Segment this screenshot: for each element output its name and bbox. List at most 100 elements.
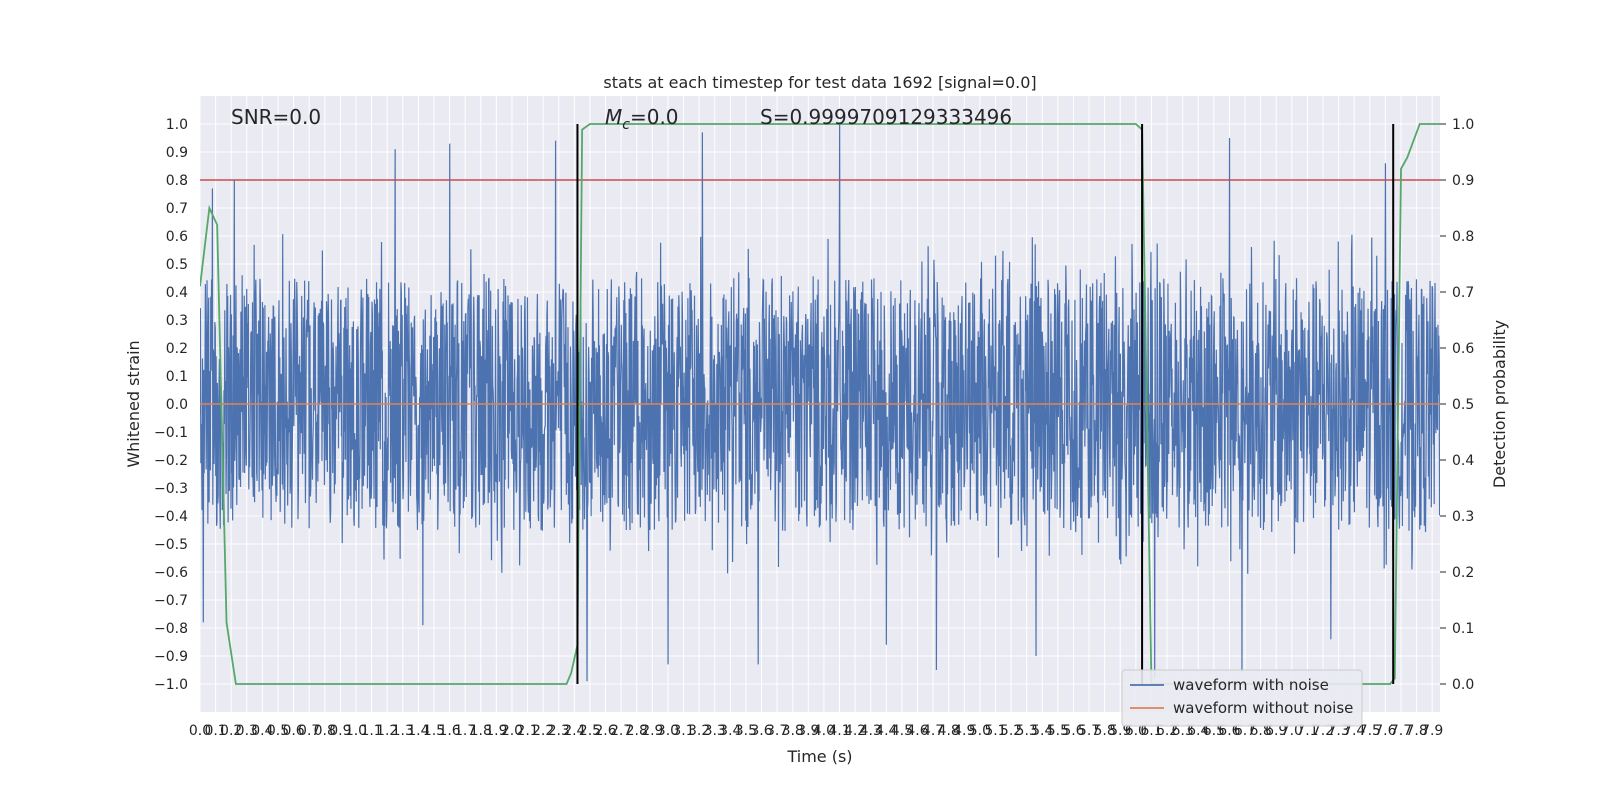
x-tick-label: 0.1	[204, 723, 226, 739]
y-tick-label-left: −0.1	[154, 425, 188, 441]
chirp-mass-symbol: M	[605, 105, 622, 129]
x-tick-label: 4.9	[953, 723, 975, 739]
x-tick-label: 7.0	[1281, 723, 1303, 739]
chart-title: stats at each timestep for test data 169…	[603, 73, 1036, 92]
y-tick-label-left: −0.3	[154, 481, 188, 497]
x-tick-label: 6.4	[1187, 723, 1209, 739]
x-tick-label: 2.8	[626, 723, 648, 739]
y-tick-labels-right: 0.0 0.1 0.2 0.3 0.4 0.5 0.6 0.7 0.8 0.9 1.0	[1440, 117, 1474, 693]
x-tick-label: 3.2	[688, 723, 710, 739]
x-tick-label: 1.7	[454, 723, 476, 739]
y-tick-label-left: −0.5	[154, 537, 188, 553]
series-detection-probability	[200, 123, 1440, 685]
x-tick-label: 0.4	[251, 723, 273, 739]
x-tick-label: 3.1	[672, 723, 694, 739]
y-tick-label-right: 0.7	[1452, 285, 1474, 301]
event-lines	[576, 124, 1395, 684]
x-tick-label: 0.0	[189, 723, 211, 739]
x-tick-label: 6.9	[1265, 723, 1287, 739]
x-tick-label: 1.1	[360, 723, 382, 739]
y-tick-label-left: 0.9	[166, 145, 188, 161]
x-tick-label: 6.7	[1234, 723, 1256, 739]
y-tick-label-left: 0.4	[166, 285, 188, 301]
legend: waveform with noise waveform without noi…	[1121, 669, 1363, 727]
y-tick-label-left: −1.0	[154, 677, 188, 693]
x-tick-label: 0.6	[282, 723, 304, 739]
x-tick-label: 3.0	[657, 723, 679, 739]
x-tick-label: 6.0	[1125, 723, 1147, 739]
x-tick-label: 0.2	[220, 723, 242, 739]
x-tick-label: 0.5	[267, 723, 289, 739]
x-tick-label: 3.5	[735, 723, 757, 739]
y-tick-label-right: 0.8	[1452, 229, 1474, 245]
x-tick-label: 6.1	[1140, 723, 1162, 739]
x-tick-label: 7.7	[1390, 723, 1412, 739]
x-tick-label: 1.0	[345, 723, 367, 739]
chirp-mass-subscript: c	[622, 117, 630, 133]
y-tick-label-right: 1.0	[1452, 117, 1474, 133]
y-tick-label-left: −0.6	[154, 565, 188, 581]
x-tick-label: 7.2	[1312, 723, 1334, 739]
x-tick-label: 0.3	[236, 723, 258, 739]
y-axis-label-right: Detection probability	[1490, 320, 1509, 488]
y-tick-label-right: 0.6	[1452, 341, 1474, 357]
s-annotation: S=0.9999709129333496	[760, 105, 1012, 129]
x-tick-label: 6.3	[1172, 723, 1194, 739]
legend-box	[1121, 669, 1363, 727]
x-tick-label: 7.5	[1359, 723, 1381, 739]
x-tick-label: 7.4	[1343, 723, 1365, 739]
x-tick-label: 1.9	[485, 723, 507, 739]
x-tick-label: 6.8	[1249, 723, 1271, 739]
y-tick-label-left: 1.0	[166, 117, 188, 133]
x-tick-label: 5.6	[1062, 723, 1084, 739]
x-tick-label: 0.7	[298, 723, 320, 739]
x-tick-label: 5.7	[1078, 723, 1100, 739]
x-tick-label: 5.2	[1000, 723, 1022, 739]
x-tick-label: 4.0	[813, 723, 835, 739]
x-tick-label: 2.3	[548, 723, 570, 739]
x-tick-label: 4.1	[828, 723, 850, 739]
x-tick-label: 1.5	[423, 723, 445, 739]
y-tick-label-left: 0.3	[166, 313, 188, 329]
x-tick-label: 6.5	[1203, 723, 1225, 739]
x-tick-label: 1.2	[376, 723, 398, 739]
x-tick-label: 5.3	[1016, 723, 1038, 739]
y-tick-label-left: 0.0	[166, 397, 188, 413]
x-tick-label: 5.9	[1109, 723, 1131, 739]
x-tick-label: 3.9	[797, 723, 819, 739]
y-tick-label-left: −0.4	[154, 509, 188, 525]
y-tick-label-left: 0.8	[166, 173, 188, 189]
x-tick-label: 2.7	[610, 723, 632, 739]
x-tick-label: 3.7	[766, 723, 788, 739]
y-tick-label-right: 0.1	[1452, 621, 1474, 637]
x-tick-label: 4.2	[844, 723, 866, 739]
legend-label-noise: waveform with noise	[1173, 676, 1329, 694]
snr-annotation: SNR=0.0	[231, 105, 321, 129]
x-tick-label: 5.4	[1031, 723, 1053, 739]
y-tick-label-left: 0.6	[166, 229, 188, 245]
x-tick-label: 3.4	[719, 723, 741, 739]
x-tick-label: 4.6	[906, 723, 928, 739]
x-tick-label: 3.3	[704, 723, 726, 739]
y-tick-label-right: 0.5	[1452, 397, 1474, 413]
x-tick-label: 4.4	[875, 723, 897, 739]
chirp-mass-annotation: Mc=0.0	[605, 105, 679, 133]
x-tick-label: 1.3	[392, 723, 414, 739]
x-tick-label: 2.2	[532, 723, 554, 739]
y-tick-label-left: 0.5	[166, 257, 188, 273]
chirp-mass-value: =0.0	[630, 105, 679, 129]
x-axis-label: Time (s)	[786, 747, 852, 766]
x-tick-label: 6.6	[1218, 723, 1240, 739]
x-tick-label: 7.1	[1296, 723, 1318, 739]
y-tick-label-left: −0.2	[154, 453, 188, 469]
x-tick-label: 5.1	[984, 723, 1006, 739]
x-tick-label: 0.9	[329, 723, 351, 739]
y-tick-label-right: 0.2	[1452, 565, 1474, 581]
x-tick-label: 4.8	[938, 723, 960, 739]
y-tick-label-right: 0.3	[1452, 509, 1474, 525]
x-tick-label: 2.1	[516, 723, 538, 739]
y-axis-label-left: Whitened strain	[124, 340, 143, 467]
x-tick-label: 2.5	[579, 723, 601, 739]
x-tick-label: 3.6	[750, 723, 772, 739]
